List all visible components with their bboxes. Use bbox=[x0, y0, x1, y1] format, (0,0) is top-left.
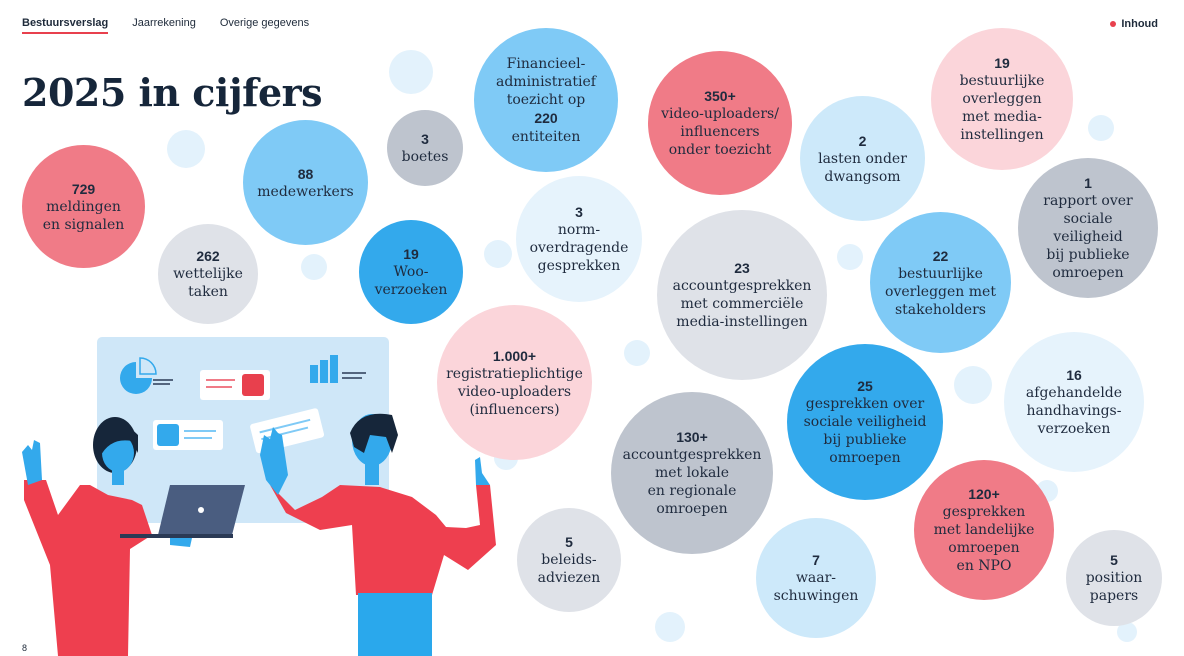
stat-bubble: 1 rapport over sociale veiligheid bij pu… bbox=[1018, 158, 1158, 298]
woman-figure bbox=[22, 417, 245, 656]
decorative-circle bbox=[655, 612, 685, 642]
stat-bubble: 88 medewerkers bbox=[243, 120, 368, 245]
stat-bubble: 3 norm- overdragende gesprekken bbox=[516, 176, 642, 302]
decorative-circle bbox=[1088, 115, 1114, 141]
decorative-circle bbox=[389, 50, 433, 94]
stat-bubble: 25 gesprekken over sociale veiligheid bi… bbox=[787, 344, 943, 500]
decorative-circle bbox=[954, 366, 992, 404]
tab-bestuursverslag[interactable]: Bestuursverslag bbox=[22, 17, 109, 34]
bullet-icon bbox=[1110, 21, 1117, 27]
stat-bubble: 19 Woo- verzoeken bbox=[359, 220, 463, 324]
stat-bubble: 350+ video-uploaders/ influencers onder … bbox=[648, 51, 792, 195]
stat-bubble: 262 wettelijke taken bbox=[158, 224, 258, 324]
toc-link[interactable]: Inhoud bbox=[1110, 18, 1158, 30]
decorative-circle bbox=[301, 254, 327, 280]
stat-bubble: 16 afgehandelde handhavings- verzoeken bbox=[1004, 332, 1144, 472]
stat-bubble: 23 accountgesprekken met commerciële med… bbox=[657, 210, 827, 380]
page-title: 2025 in cijfers bbox=[22, 70, 323, 115]
man-figure bbox=[260, 413, 496, 656]
stat-bubble: 1.000+ registratieplichtige video-upload… bbox=[437, 305, 592, 460]
stat-bubble: 729 meldingen en signalen bbox=[22, 145, 145, 268]
people-illustration bbox=[22, 337, 496, 656]
stat-bubble: 3 boetes bbox=[387, 110, 463, 186]
stat-bubble: 22 bestuurlijke overleggen met stakehold… bbox=[870, 212, 1011, 353]
stat-bubble: Financieel- administratief toezicht op 2… bbox=[474, 28, 618, 172]
stat-bubble: 120+ gesprekken met landelijke omroepen … bbox=[914, 460, 1054, 600]
decorative-circle bbox=[484, 240, 512, 268]
page-number: 8 bbox=[22, 643, 28, 653]
decorative-circle bbox=[624, 340, 650, 366]
tab-overige-gegevens[interactable]: Overige gegevens bbox=[219, 17, 310, 29]
bar-chart-icon bbox=[310, 355, 366, 383]
decorative-circle bbox=[1117, 622, 1137, 642]
toc-label: Inhoud bbox=[1121, 18, 1158, 30]
stat-bubble: 5 beleids- adviezen bbox=[517, 508, 621, 612]
decorative-circle bbox=[167, 130, 205, 168]
pie-chart-icon bbox=[120, 362, 152, 394]
trousers bbox=[358, 593, 432, 656]
stat-bubble: 5 position papers bbox=[1066, 530, 1162, 626]
stat-bubble: 130+ accountgesprekken met lokale en reg… bbox=[611, 392, 773, 554]
top-nav: Bestuursverslag Jaarrekening Overige geg… bbox=[22, 17, 309, 34]
stat-bubble: 19 bestuurlijke overleggen met media- in… bbox=[931, 28, 1073, 170]
stat-bubble: 7 waar- schuwingen bbox=[756, 518, 876, 638]
tab-jaarrekening[interactable]: Jaarrekening bbox=[132, 17, 196, 29]
decorative-circle bbox=[837, 244, 863, 270]
stat-bubble: 2 lasten onder dwangsom bbox=[800, 96, 925, 221]
